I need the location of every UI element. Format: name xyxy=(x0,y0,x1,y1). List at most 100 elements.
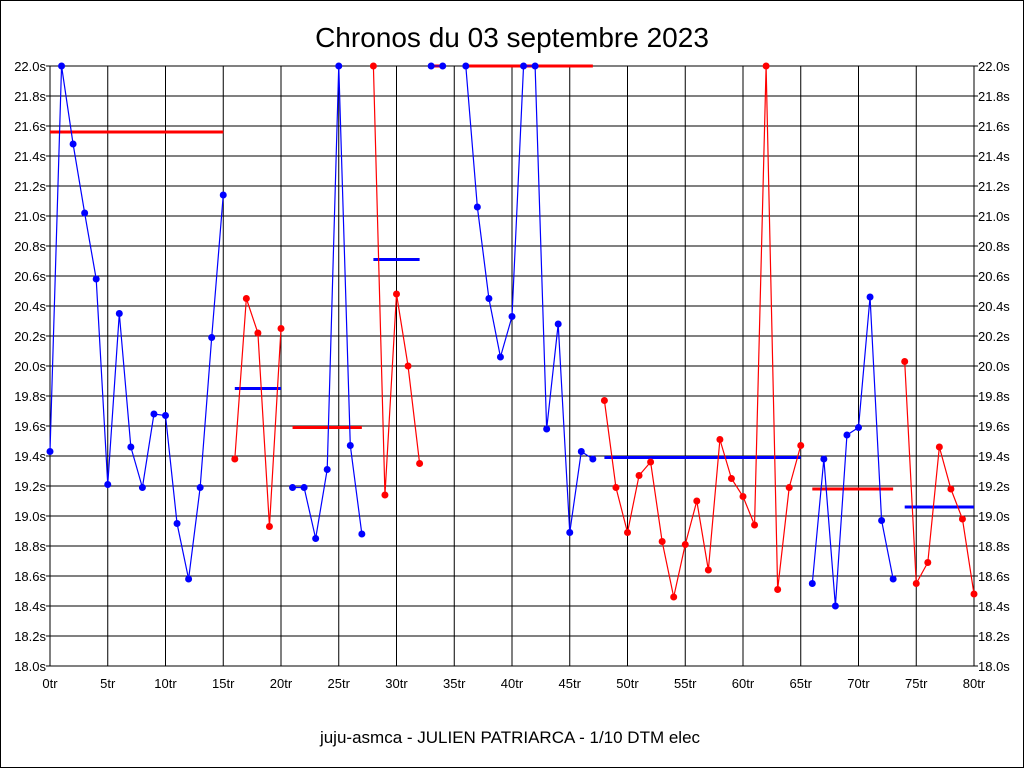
lap-time-point xyxy=(473,203,481,211)
lap-time-point xyxy=(416,460,424,467)
x-tick-label: 20tr xyxy=(270,676,293,691)
lap-time-point xyxy=(543,425,551,433)
lap-time-point xyxy=(612,484,620,491)
y-tick-label-right: 20.8s xyxy=(978,239,1010,254)
lap-time-point xyxy=(427,62,435,70)
y-tick-label-left: 21.8s xyxy=(14,89,46,104)
y-tick-label-left: 19.2s xyxy=(14,479,46,494)
y-tick-label-left: 18.2s xyxy=(14,629,46,644)
lap-time-point xyxy=(485,295,493,302)
y-tick-label-right: 20.2s xyxy=(978,329,1010,344)
lap-time-point xyxy=(115,310,123,317)
x-tick-label: 35tr xyxy=(443,676,466,691)
x-tick-label: 40tr xyxy=(501,676,524,691)
y-tick-label-right: 20.0s xyxy=(978,359,1010,374)
lap-time-point xyxy=(577,448,585,455)
y-tick-label-right: 22.0s xyxy=(978,59,1010,74)
lap-time-point xyxy=(797,442,805,449)
y-tick-label-right: 19.0s xyxy=(978,509,1010,524)
stint xyxy=(231,295,285,530)
stint xyxy=(427,62,447,70)
lap-time-point xyxy=(312,535,320,542)
y-tick-label-right: 19.2s xyxy=(978,479,1010,494)
lap-time-point xyxy=(162,412,169,419)
x-tick-label: 15tr xyxy=(212,676,235,691)
lap-time-point xyxy=(866,293,874,301)
y-tick-label-right: 19.4s xyxy=(978,449,1010,464)
lap-time-point xyxy=(958,515,966,523)
x-tick-label: 25tr xyxy=(328,676,351,691)
stint xyxy=(369,62,424,499)
y-tick-label-right: 18.8s xyxy=(978,539,1010,554)
lap-time-point xyxy=(947,485,955,493)
lap-time-point xyxy=(58,62,66,70)
lap-time-point xyxy=(496,353,504,361)
lap-time-point xyxy=(358,530,366,538)
y-tick-label-right: 18.0s xyxy=(978,659,1010,674)
lap-time-point xyxy=(196,484,204,491)
lap-time-point xyxy=(520,62,528,70)
lap-time-point xyxy=(624,529,631,536)
lap-time-point xyxy=(531,62,539,70)
grid xyxy=(46,65,978,667)
x-tick-label: 70tr xyxy=(847,676,870,691)
lap-time-point xyxy=(462,62,470,70)
lap-time-point xyxy=(81,209,89,217)
stint xyxy=(901,358,978,598)
lap-time-point xyxy=(393,290,400,298)
y-tick-label-right: 18.4s xyxy=(978,599,1010,614)
stint xyxy=(600,62,805,601)
lap-time-point xyxy=(404,362,412,370)
lap-time-point xyxy=(935,443,943,451)
chart-title: Chronos du 03 septembre 2023 xyxy=(315,22,709,53)
y-tick-label-right: 20.4s xyxy=(978,299,1010,314)
lap-time-line xyxy=(49,65,224,580)
y-tick-label-right: 21.8s xyxy=(978,89,1010,104)
lap-time-point xyxy=(878,517,886,524)
lap-time-point xyxy=(254,329,262,337)
lap-time-point xyxy=(924,559,932,566)
lap-time-point xyxy=(277,325,285,332)
tick-labels: 18.0s 18.0s 18.2s 18.2s 18.4s 18.4s 18.6s 18.6s… xyxy=(14,59,1010,691)
lap-time-point xyxy=(693,497,701,505)
lap-time-point xyxy=(889,575,897,583)
lap-time-point xyxy=(808,580,816,587)
lap-time-point xyxy=(901,358,909,365)
lap-time-point xyxy=(647,458,655,466)
y-tick-label-left: 19.6s xyxy=(14,419,46,434)
y-tick-label-right: 21.6s xyxy=(978,119,1010,134)
lap-time-point xyxy=(46,448,54,455)
lap-time-point xyxy=(242,295,250,302)
y-tick-label-right: 19.8s xyxy=(978,389,1010,404)
y-tick-label-left: 18.4s xyxy=(14,599,46,614)
x-tick-label: 55tr xyxy=(674,676,697,691)
lap-time-point xyxy=(369,62,377,70)
lap-time-point xyxy=(346,442,354,449)
y-tick-label-left: 21.6s xyxy=(14,119,46,134)
lap-time-point xyxy=(265,523,273,530)
y-tick-label-right: 21.4s xyxy=(978,149,1010,164)
x-tick-label: 5tr xyxy=(100,676,116,691)
y-tick-label-right: 19.6s xyxy=(978,419,1010,434)
y-tick-label-right: 18.2s xyxy=(978,629,1010,644)
lap-time-point xyxy=(739,493,747,500)
lap-time-point xyxy=(785,484,793,491)
x-tick-label: 0tr xyxy=(42,676,58,691)
lap-time-point xyxy=(508,313,516,320)
lap-time-point xyxy=(300,484,308,491)
lap-time-point xyxy=(670,593,678,601)
stint xyxy=(46,62,227,583)
y-tick-label-left: 20.4s xyxy=(14,299,46,314)
lap-time-point xyxy=(970,590,978,598)
lap-time-point xyxy=(704,566,712,574)
y-tick-label-left: 20.0s xyxy=(14,359,46,374)
stint xyxy=(289,62,366,542)
x-tick-label: 50tr xyxy=(616,676,639,691)
stint xyxy=(808,293,897,610)
lap-time-point xyxy=(855,424,862,431)
lap-time-point xyxy=(820,455,828,463)
y-tick-label-left: 19.0s xyxy=(14,509,46,524)
lap-time-point xyxy=(439,62,447,70)
